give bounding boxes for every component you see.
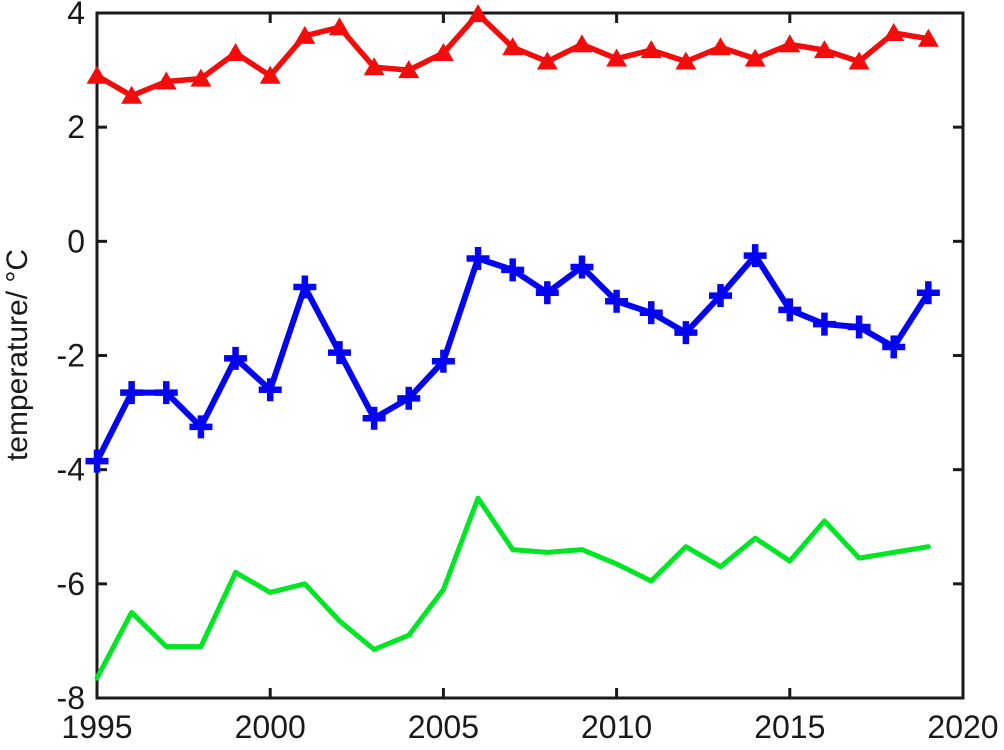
y-tick-label: 2 (67, 109, 85, 145)
triangle-marker (779, 34, 801, 53)
triangle-marker (606, 48, 628, 67)
triangle-marker (190, 68, 212, 87)
y-tick-label: -2 (57, 338, 85, 374)
y-tick-label: -8 (57, 680, 85, 716)
triangle-marker (502, 37, 524, 56)
triangle-marker (917, 28, 939, 47)
triangle-marker (155, 71, 177, 90)
blue-plus-series-line (94, 252, 932, 465)
triangle-marker (363, 57, 385, 76)
triangle-marker (571, 34, 593, 53)
green-line-series (94, 495, 931, 681)
x-tick-label: 2000 (235, 709, 306, 745)
y-tick-label: -6 (57, 566, 85, 602)
x-tick-label: 2005 (408, 709, 479, 745)
y-tick-label: 0 (67, 223, 85, 259)
x-tick-label: 2015 (754, 709, 825, 745)
triangle-marker (467, 4, 489, 23)
triangle-marker (848, 51, 870, 70)
y-tick-label: -4 (57, 452, 85, 488)
y-axis-title: temperature/ °C (1, 248, 34, 462)
x-tick-label: 2020 (927, 709, 998, 745)
triangle-marker (432, 42, 454, 61)
triangle-marker (225, 42, 247, 61)
triangle-marker (710, 37, 732, 56)
triangle-marker (294, 25, 316, 44)
triangle-marker (883, 22, 905, 41)
triangle-marker (744, 48, 766, 67)
triangle-marker (328, 17, 350, 36)
triangle-marker (675, 51, 697, 70)
triangle-marker (536, 51, 558, 70)
red-triangle-series (86, 4, 939, 104)
y-tick-label: 4 (67, 0, 85, 31)
triangle-marker (398, 60, 420, 79)
triangle-marker (86, 65, 108, 84)
triangle-marker (121, 85, 143, 104)
triangle-marker (640, 40, 662, 59)
y-axis: 4 2 0 -2 -4 -6 -8 (57, 0, 963, 716)
x-tick-label: 1995 (61, 709, 132, 745)
x-tick-label: 2010 (581, 709, 652, 745)
blue-plus-series (85, 244, 940, 473)
triangle-marker (259, 65, 281, 84)
green-line-series-line (94, 495, 931, 681)
triangle-marker (813, 40, 835, 59)
x-axis: 1995 2000 2005 2010 2015 2020 (61, 13, 999, 745)
